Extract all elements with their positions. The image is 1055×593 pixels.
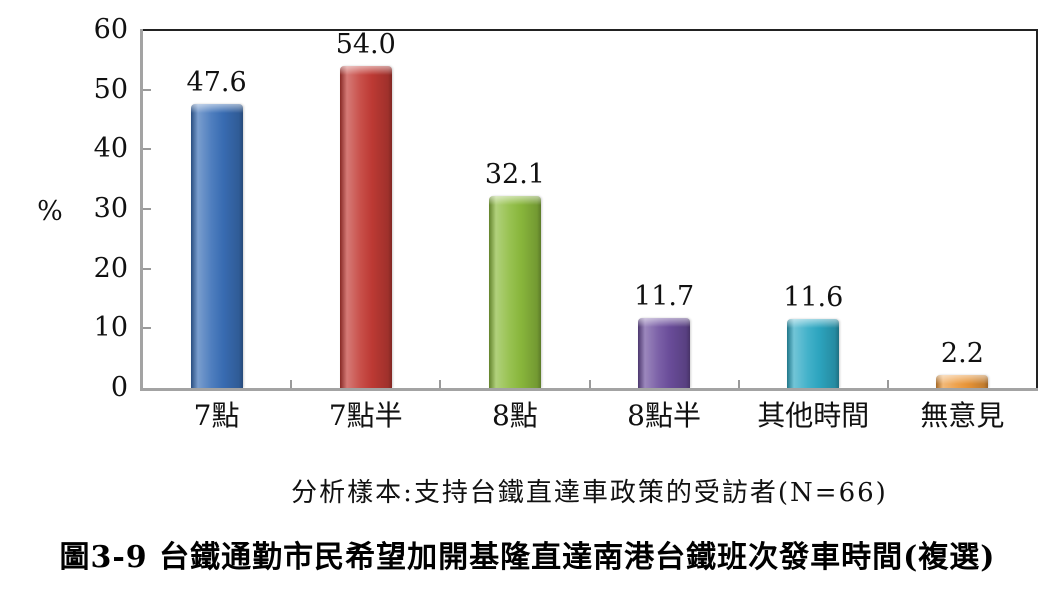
y-tick-label: 10 — [93, 312, 128, 344]
x-tick-mark — [290, 380, 293, 388]
sample-note: 分析樣本:支持台鐵直達車政策的受訪者(N=66) — [291, 478, 888, 508]
y-tick-label: 60 — [93, 14, 128, 45]
y-tick-mark — [143, 148, 151, 151]
bar-value-label: 32.1 — [484, 159, 545, 191]
x-category-label: 7點 — [193, 399, 240, 432]
y-tick-mark — [143, 327, 151, 330]
y-tick-label: 50 — [93, 73, 128, 105]
bar-value-label: 2.2 — [940, 337, 984, 369]
y-tick-mark — [143, 267, 151, 270]
plot-frame-top — [141, 29, 1038, 31]
x-axis-line — [140, 388, 1038, 391]
bar-value-label: 54.0 — [335, 28, 396, 60]
x-category-label: 無意見 — [920, 399, 1005, 432]
x-category-label: 8點半 — [627, 399, 701, 432]
y-tick-label: 30 — [93, 193, 128, 224]
y-tick-label: 20 — [93, 252, 128, 284]
figure-title: 圖3-9 台鐵通勤市民希望加開基隆直達南港台鐵班次發車時間(複選) — [59, 540, 996, 575]
y-axis-line — [140, 29, 143, 391]
bar-0 — [190, 103, 243, 388]
bar-2 — [488, 196, 541, 388]
y-tick-mark — [143, 88, 151, 91]
x-tick-mark — [737, 380, 740, 388]
x-tick-mark — [439, 380, 442, 388]
x-category-label: 其他時間 — [757, 399, 870, 432]
bar-3 — [638, 318, 691, 388]
x-tick-mark — [886, 380, 889, 388]
y-axis-title: % — [37, 196, 63, 227]
x-tick-mark — [588, 380, 591, 388]
bar-value-label: 11.6 — [783, 281, 844, 313]
y-tick-label: 0 — [110, 372, 128, 403]
bar-value-label: 47.6 — [186, 66, 247, 98]
bar-5 — [936, 374, 989, 388]
bar-value-label: 11.7 — [634, 281, 695, 313]
y-tick-mark — [143, 208, 151, 210]
y-tick-label: 40 — [93, 133, 128, 165]
bar-4 — [787, 318, 840, 388]
plot-frame-right — [1036, 29, 1038, 390]
bar-1 — [339, 65, 392, 388]
x-category-label: 7點半 — [328, 399, 403, 432]
x-category-label: 8點 — [491, 399, 538, 432]
